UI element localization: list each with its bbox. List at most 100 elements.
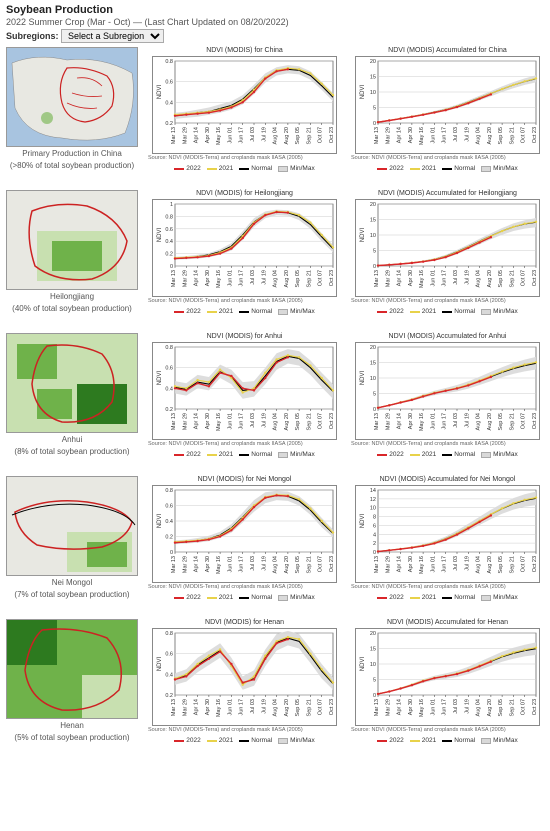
subregion-select[interactable]: Select a Subregion bbox=[61, 29, 164, 43]
svg-text:Apr 14: Apr 14 bbox=[194, 699, 200, 715]
svg-text:Aug 04: Aug 04 bbox=[273, 699, 279, 716]
legend-item: 2022 bbox=[174, 737, 200, 744]
svg-text:Oct 07: Oct 07 bbox=[521, 699, 527, 715]
svg-text:Oct 23: Oct 23 bbox=[329, 556, 335, 572]
svg-text:1: 1 bbox=[170, 202, 173, 208]
legend-label: 2022 bbox=[186, 165, 200, 172]
map-thumbnail[interactable] bbox=[6, 476, 138, 576]
svg-text:20: 20 bbox=[370, 631, 376, 637]
svg-text:Aug 04: Aug 04 bbox=[476, 270, 482, 287]
ndvi-acc-chart-block: NDVI (MODIS) Accumulated for Anhui 05101… bbox=[351, 333, 544, 458]
svg-text:0: 0 bbox=[373, 264, 376, 270]
svg-text:Apr 30: Apr 30 bbox=[205, 127, 211, 143]
svg-text:Jun 01: Jun 01 bbox=[430, 270, 436, 287]
chart-source: Source: NDVI (MODIS-Terra) and croplands… bbox=[351, 584, 544, 590]
svg-text:Mar 13: Mar 13 bbox=[171, 127, 177, 144]
chart-svg: 02468101214 Mar 13Mar 29Apr 14Apr 30May … bbox=[355, 485, 540, 583]
legend-swatch bbox=[377, 311, 387, 313]
legend-item: Min/Max bbox=[278, 737, 315, 744]
svg-text:Oct 23: Oct 23 bbox=[329, 270, 335, 286]
legend-label: Normal bbox=[251, 594, 272, 601]
chart-source: Source: NDVI (MODIS-Terra) and croplands… bbox=[148, 155, 341, 161]
map-caption-name: Anhui bbox=[62, 435, 82, 445]
legend-swatch bbox=[442, 597, 452, 599]
chart-source: Source: NDVI (MODIS-Terra) and croplands… bbox=[351, 155, 544, 161]
region-row: Nei Mongol (7% of total soybean producti… bbox=[6, 476, 544, 601]
legend-swatch bbox=[174, 168, 184, 170]
svg-text:6: 6 bbox=[373, 523, 376, 529]
svg-text:May 16: May 16 bbox=[216, 127, 222, 145]
svg-text:Apr 30: Apr 30 bbox=[205, 413, 211, 429]
legend-swatch bbox=[481, 452, 491, 458]
legend-label: Normal bbox=[454, 165, 475, 172]
chart-source: Source: NDVI (MODIS-Terra) and croplands… bbox=[148, 584, 341, 590]
legend-swatch bbox=[377, 740, 387, 742]
svg-text:Aug 04: Aug 04 bbox=[273, 556, 279, 573]
region-row: Anhui (8% of total soybean production) N… bbox=[6, 333, 544, 458]
chart-title: NDVI (MODIS) for Nei Mongol bbox=[198, 476, 292, 483]
svg-text:NDVI: NDVI bbox=[157, 85, 163, 100]
svg-text:Apr 14: Apr 14 bbox=[194, 413, 200, 429]
svg-text:Oct 07: Oct 07 bbox=[521, 127, 527, 143]
svg-text:Mar 13: Mar 13 bbox=[171, 699, 177, 716]
svg-text:May 16: May 16 bbox=[419, 556, 425, 574]
legend-item: 2022 bbox=[174, 594, 200, 601]
legend-swatch bbox=[278, 452, 288, 458]
svg-text:Jul 19: Jul 19 bbox=[261, 413, 267, 428]
chart-svg: 00.20.40.60.81 Mar 13Mar 29Apr 14Apr 30M… bbox=[152, 199, 337, 297]
legend-label: 2022 bbox=[186, 451, 200, 458]
legend-item: 2021 bbox=[207, 594, 233, 601]
legend-label: Normal bbox=[454, 451, 475, 458]
svg-text:Jul 03: Jul 03 bbox=[250, 413, 256, 428]
svg-text:Sep 05: Sep 05 bbox=[295, 270, 301, 287]
charts-column: NDVI (MODIS) for Heilongjiang 00.20.40.6… bbox=[148, 190, 544, 315]
legend-swatch bbox=[481, 166, 491, 172]
svg-text:Mar 13: Mar 13 bbox=[171, 270, 177, 287]
svg-text:Apr 30: Apr 30 bbox=[408, 127, 414, 143]
svg-text:Jul 19: Jul 19 bbox=[464, 699, 470, 714]
svg-text:Jun 01: Jun 01 bbox=[227, 413, 233, 430]
charts-column: NDVI (MODIS) for Anhui 0.20.40.60.8 Mar … bbox=[148, 333, 544, 458]
svg-text:Sep 21: Sep 21 bbox=[306, 413, 312, 430]
svg-text:Jul 03: Jul 03 bbox=[453, 270, 459, 285]
svg-text:Jun 17: Jun 17 bbox=[442, 270, 448, 287]
svg-text:Jun 01: Jun 01 bbox=[430, 413, 436, 430]
chart-title: NDVI (MODIS) for China bbox=[206, 47, 283, 54]
legend-item: 2021 bbox=[207, 165, 233, 172]
map-thumbnail[interactable] bbox=[6, 47, 138, 147]
legend-swatch bbox=[239, 454, 249, 456]
svg-text:Jun 17: Jun 17 bbox=[239, 413, 245, 430]
legend-label: Normal bbox=[454, 594, 475, 601]
legend-label: 2021 bbox=[219, 594, 233, 601]
svg-text:Jun 01: Jun 01 bbox=[227, 127, 233, 144]
legend-item: Normal bbox=[442, 451, 475, 458]
subregion-label: Subregions: bbox=[6, 31, 59, 41]
map-thumbnail[interactable] bbox=[6, 619, 138, 719]
ndvi-chart-block: NDVI (MODIS) for Nei Mongol 00.20.40.60.… bbox=[148, 476, 341, 601]
ndvi-chart-block: NDVI (MODIS) for Anhui 0.20.40.60.8 Mar … bbox=[148, 333, 341, 458]
svg-text:Sep 05: Sep 05 bbox=[498, 413, 504, 430]
legend-item: 2021 bbox=[410, 451, 436, 458]
chart-legend: 20222021NormalMin/Max bbox=[377, 308, 517, 315]
svg-text:0: 0 bbox=[373, 550, 376, 556]
svg-text:May 16: May 16 bbox=[216, 270, 222, 288]
legend-swatch bbox=[442, 168, 452, 170]
svg-text:Sep 05: Sep 05 bbox=[295, 413, 301, 430]
map-thumbnail[interactable] bbox=[6, 333, 138, 433]
svg-text:Oct 07: Oct 07 bbox=[521, 270, 527, 286]
map-thumbnail[interactable] bbox=[6, 190, 138, 290]
svg-text:Jul 19: Jul 19 bbox=[464, 127, 470, 142]
svg-text:8: 8 bbox=[373, 515, 376, 521]
svg-text:Mar 13: Mar 13 bbox=[374, 699, 380, 716]
map-column: Nei Mongol (7% of total soybean producti… bbox=[6, 476, 138, 599]
region-row: Heilongjiang (40% of total soybean produ… bbox=[6, 190, 544, 315]
svg-text:Sep 21: Sep 21 bbox=[306, 556, 312, 573]
chart-title: NDVI (MODIS) for Heilongjiang bbox=[196, 190, 293, 197]
map-caption-pct: (>80% of total soybean production) bbox=[10, 161, 134, 171]
svg-text:Mar 13: Mar 13 bbox=[171, 413, 177, 430]
legend-label: Min/Max bbox=[290, 451, 315, 458]
svg-text:0: 0 bbox=[170, 264, 173, 270]
header: Soybean Production 2022 Summer Crop (Mar… bbox=[6, 4, 544, 43]
chart-legend: 20222021NormalMin/Max bbox=[174, 308, 314, 315]
map-column: Heilongjiang (40% of total soybean produ… bbox=[6, 190, 138, 313]
